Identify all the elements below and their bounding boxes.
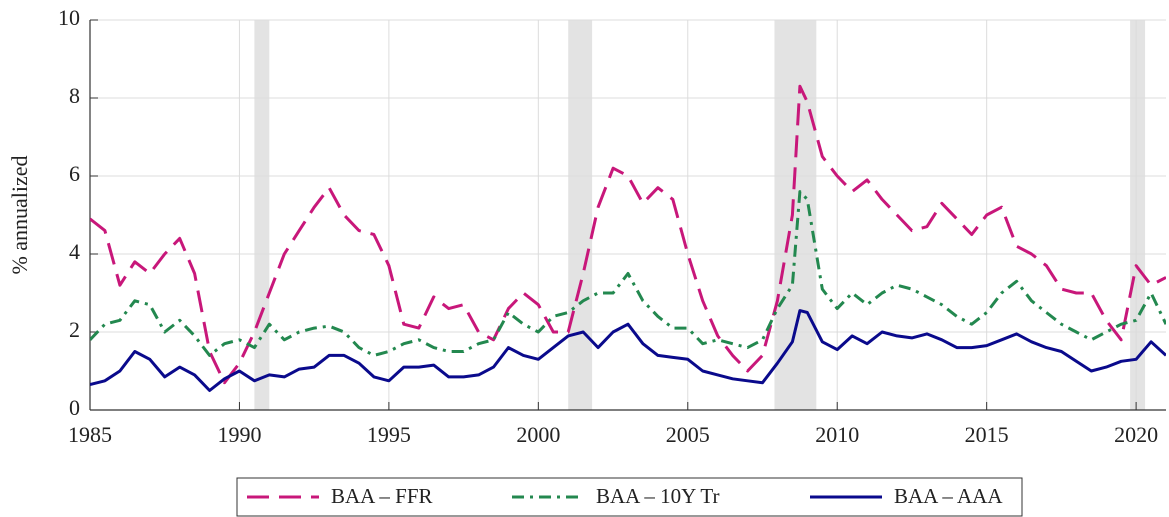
legend-label: BAA – AAA <box>894 484 1003 508</box>
series-line <box>90 309 1166 392</box>
legend-label: BAA – 10Y Tr <box>596 484 720 508</box>
legend-entry: BAA – FFR <box>247 484 433 508</box>
legend-entry: BAA – 10Y Tr <box>512 484 720 508</box>
recession-band <box>568 20 593 410</box>
y-axis-label: % annualized <box>7 155 32 274</box>
legend-entry: BAA – AAA <box>810 484 1003 508</box>
y-tick-label: 8 <box>69 83 80 108</box>
legend-label: BAA – FFR <box>331 484 433 508</box>
series-line <box>90 84 1166 385</box>
y-tick-label: 4 <box>69 239 80 264</box>
y-tick-label: 0 <box>69 395 80 420</box>
x-tick-label: 2000 <box>516 422 560 447</box>
y-tick-label: 6 <box>69 161 80 186</box>
x-tick-label: 2020 <box>1114 422 1158 447</box>
y-tick-label: 2 <box>69 317 80 342</box>
y-tick-label: 10 <box>58 5 80 30</box>
x-tick-label: 1985 <box>68 422 112 447</box>
x-tick-label: 2015 <box>965 422 1009 447</box>
legend-box <box>236 477 1023 517</box>
x-tick-label: 1995 <box>367 422 411 447</box>
x-tick-label: 1990 <box>217 422 261 447</box>
x-tick-label: 2010 <box>815 422 859 447</box>
recession-band <box>254 20 270 410</box>
x-tick-label: 2005 <box>666 422 710 447</box>
series-line <box>90 190 1166 357</box>
